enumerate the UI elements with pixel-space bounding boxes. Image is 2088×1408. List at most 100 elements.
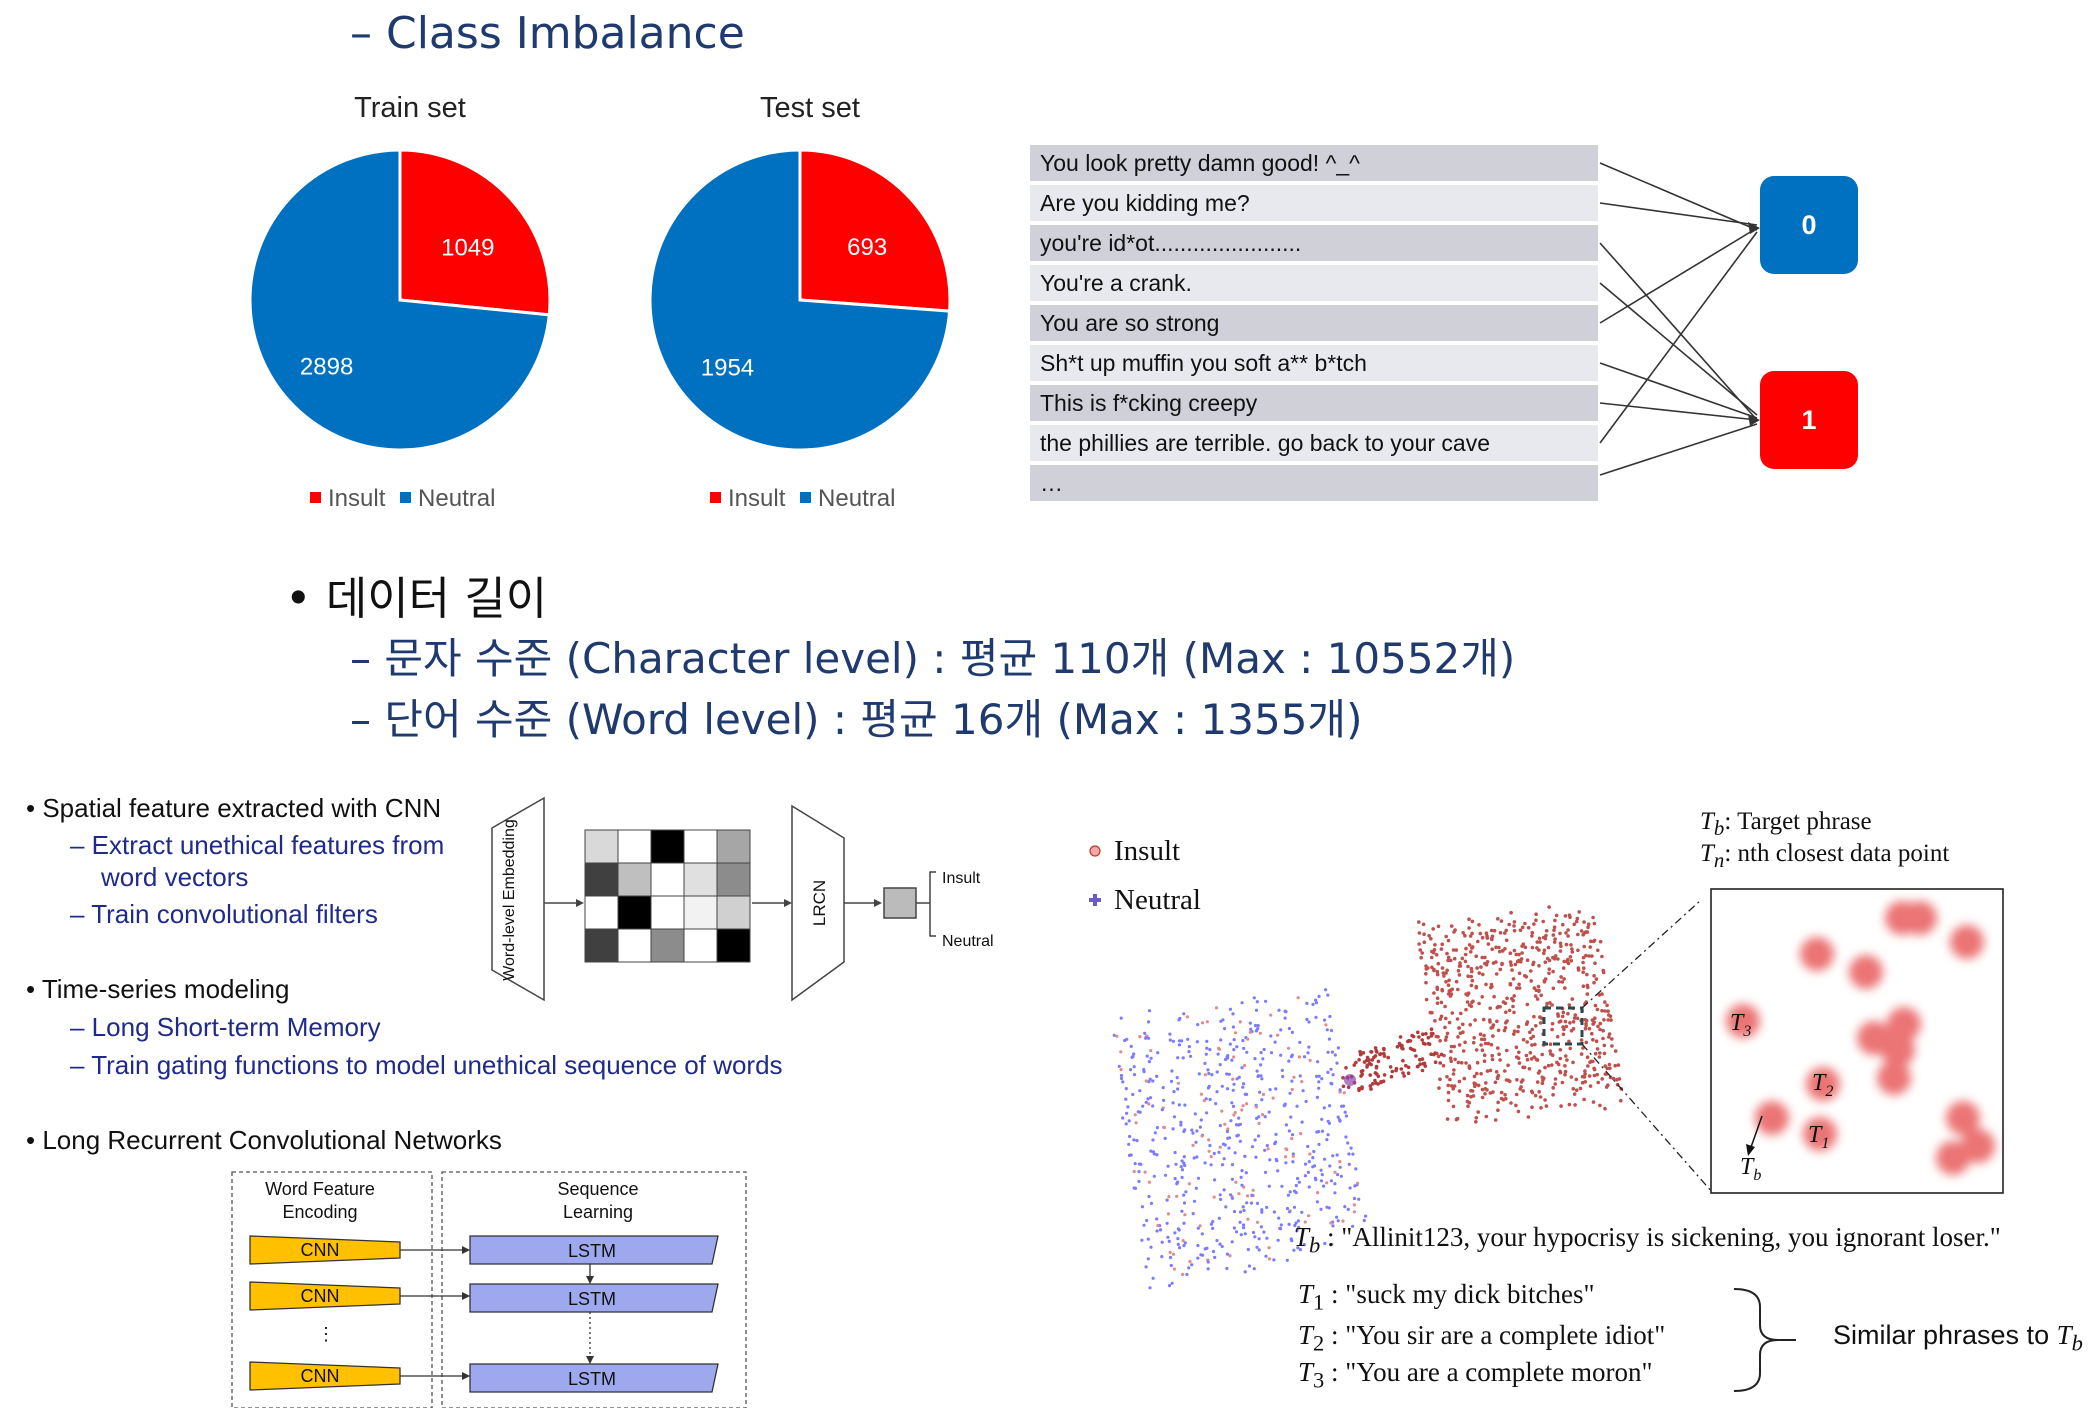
insult-point bbox=[1507, 1008, 1512, 1013]
insult-point bbox=[1443, 1004, 1447, 1009]
neutral-point bbox=[1293, 1223, 1297, 1228]
insult-point bbox=[1504, 1021, 1508, 1025]
neutral-point bbox=[1351, 1152, 1355, 1156]
insult-point bbox=[1477, 971, 1482, 975]
neutral-point bbox=[1241, 1104, 1245, 1108]
neutral-point bbox=[1336, 1046, 1340, 1050]
neutral-point bbox=[1287, 1222, 1291, 1226]
t3-phrase-line: T3 : "You are a complete moron" bbox=[1298, 1357, 1653, 1393]
insult-point bbox=[1590, 1031, 1594, 1036]
insult-point bbox=[1479, 965, 1483, 969]
neutral-point bbox=[1323, 1018, 1327, 1022]
insult-point bbox=[1560, 1014, 1565, 1019]
neutral-swatch bbox=[400, 492, 412, 503]
insult-point bbox=[1567, 1003, 1572, 1007]
insult-point bbox=[1358, 1049, 1362, 1054]
insult-point bbox=[1467, 917, 1471, 921]
neutral-point bbox=[1243, 1063, 1247, 1068]
insult-point bbox=[1550, 1063, 1554, 1067]
neutral-point bbox=[1273, 1040, 1277, 1044]
neutral-point bbox=[1257, 1237, 1261, 1241]
neutral-point bbox=[1182, 1244, 1186, 1248]
neutral-point bbox=[1229, 1119, 1233, 1123]
insult-point bbox=[1571, 1087, 1576, 1091]
neutral-point bbox=[1245, 1092, 1249, 1096]
insult-point bbox=[1532, 1055, 1536, 1059]
neutral-point bbox=[1188, 1259, 1192, 1264]
neutral-point bbox=[1259, 1074, 1263, 1078]
insult-point bbox=[1521, 1078, 1525, 1082]
example-row: Are you kidding me? bbox=[1030, 185, 1598, 221]
neutral-point bbox=[1290, 1239, 1294, 1243]
insult-point bbox=[1562, 959, 1566, 964]
neutral-point bbox=[1233, 1031, 1238, 1035]
neutral-point bbox=[1189, 1054, 1193, 1058]
insult-point bbox=[1591, 1059, 1595, 1064]
insult-point bbox=[1480, 995, 1484, 999]
insult-point bbox=[1435, 985, 1439, 990]
neutral-point bbox=[1326, 1133, 1330, 1137]
insult-point bbox=[1484, 962, 1489, 967]
neutral-point bbox=[1347, 1152, 1351, 1156]
insult-point bbox=[1530, 945, 1535, 950]
insult-point bbox=[1469, 974, 1473, 979]
neutral-point bbox=[1253, 1057, 1257, 1061]
neutral-point bbox=[1306, 1170, 1310, 1174]
insult-point bbox=[1361, 1051, 1366, 1055]
insult-point bbox=[1453, 1057, 1457, 1062]
neutral-point bbox=[1325, 1138, 1329, 1142]
neutral-point bbox=[1301, 1089, 1305, 1093]
insult-point bbox=[1376, 1082, 1380, 1086]
cnn-label: CNN bbox=[301, 1286, 340, 1306]
insult-point bbox=[1548, 1042, 1553, 1046]
neutral-point bbox=[1254, 1029, 1258, 1033]
neutral-point bbox=[1239, 1233, 1243, 1237]
insult-point bbox=[1512, 920, 1517, 924]
insult-point bbox=[1374, 1064, 1379, 1069]
neutral-point bbox=[1346, 1141, 1350, 1145]
insult-point bbox=[1422, 932, 1426, 936]
neutral-point bbox=[1167, 1195, 1171, 1199]
neutral-point bbox=[1119, 1073, 1124, 1078]
neutral-point bbox=[1272, 1258, 1276, 1262]
neutral-point bbox=[1132, 1169, 1136, 1174]
embedding-label: Word-level Embedding bbox=[501, 819, 518, 981]
insult-point bbox=[1565, 1058, 1569, 1062]
neutral-point bbox=[1190, 1128, 1194, 1132]
insult-point bbox=[1419, 955, 1423, 960]
neutral-point bbox=[1171, 1252, 1176, 1256]
insult-point bbox=[1368, 1073, 1372, 1077]
neutral-point bbox=[1206, 1260, 1210, 1264]
neutral-swatch bbox=[800, 492, 812, 503]
insult-point bbox=[1475, 966, 1479, 970]
insult-point bbox=[1445, 1117, 1450, 1121]
neutral-point bbox=[1237, 1192, 1241, 1196]
neutral-point bbox=[1311, 1165, 1315, 1169]
bullet-time-text: Time-series modeling bbox=[41, 974, 290, 1004]
insult-point bbox=[1376, 1074, 1381, 1079]
neutral-point bbox=[1209, 1222, 1213, 1226]
insult-point bbox=[1421, 1032, 1425, 1036]
neutral-point bbox=[1173, 1150, 1177, 1155]
insult-point bbox=[1564, 931, 1568, 935]
insult-point bbox=[1568, 1021, 1572, 1025]
t2-phrase-line: T2 : "You sir are a complete idiot" bbox=[1298, 1320, 1666, 1356]
neutral-point bbox=[1192, 1156, 1196, 1160]
neutral-point bbox=[1317, 1080, 1321, 1084]
neutral-point bbox=[1257, 1248, 1261, 1252]
neutral-point bbox=[1317, 1142, 1321, 1146]
insult-point bbox=[1480, 1095, 1485, 1100]
brace-icon bbox=[1733, 1288, 1796, 1392]
insult-point bbox=[1600, 1077, 1604, 1081]
insult-point bbox=[1508, 982, 1513, 987]
neutral-point bbox=[1168, 1032, 1172, 1036]
neutral-point bbox=[1205, 1046, 1209, 1050]
neutral-point bbox=[1303, 1220, 1307, 1224]
insult-point bbox=[1490, 947, 1494, 951]
neutral-point bbox=[1323, 1241, 1327, 1246]
neutral-point bbox=[1225, 1266, 1229, 1271]
insult-point bbox=[1530, 1090, 1535, 1095]
example-row: This is f*cking creepy bbox=[1030, 385, 1598, 421]
insult-point bbox=[1601, 1036, 1605, 1041]
neutral-point bbox=[1134, 1121, 1138, 1125]
